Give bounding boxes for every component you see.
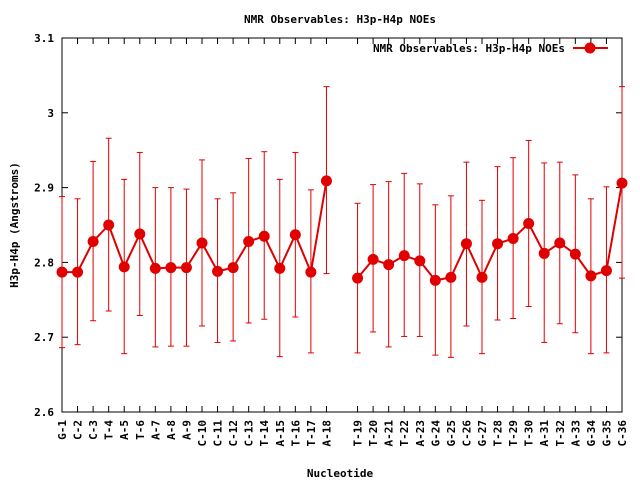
data-point	[103, 219, 115, 231]
data-point	[569, 248, 581, 260]
x-tick-label: G-35	[600, 420, 613, 447]
error-bars	[59, 86, 625, 358]
x-tick-label: C-26	[460, 420, 473, 447]
y-axis-label: H3p-H4p (Angstroms)	[8, 162, 21, 288]
data-point	[600, 265, 612, 277]
x-axis: G-1 C-2 C-3 T-4 A-5 T-6 A-7 A-8 A-9 C-10 C-11 C-12 C…	[56, 38, 629, 447]
plot-frame	[61, 37, 623, 413]
x-tick-label: G-25	[445, 420, 458, 447]
x-tick-label: G-27	[476, 420, 489, 447]
x-tick-label: T-28	[492, 420, 505, 447]
data-point	[476, 271, 488, 283]
x-tick-label: T-22	[398, 420, 411, 447]
x-tick-label: A-31	[538, 420, 551, 447]
x-tick-label: T-17	[305, 420, 318, 447]
x-tick-label: C-3	[87, 420, 100, 440]
data-point	[56, 266, 68, 278]
data-point	[585, 270, 597, 282]
y-axis: 2.6 2.7 2.8 2.9 3 3.1	[34, 32, 622, 419]
data-point	[507, 232, 519, 244]
data-point	[180, 262, 192, 274]
data-point	[243, 235, 255, 247]
x-tick-label: T-19	[352, 420, 365, 447]
x-tick-label: C-12	[227, 420, 240, 447]
series-line-segment	[356, 182, 623, 282]
data-point	[445, 271, 457, 283]
x-tick-label: C-13	[243, 420, 256, 447]
data-point	[134, 228, 146, 240]
series-line-segment	[62, 180, 328, 274]
x-tick-label: C-2	[72, 420, 85, 440]
y-tick-label: 2.7	[34, 331, 54, 344]
x-tick-label: C-11	[212, 420, 225, 447]
series-points	[56, 175, 628, 286]
x-tick-label: G-1	[56, 420, 69, 440]
data-point	[460, 238, 472, 250]
x-tick-label: A-18	[320, 420, 333, 447]
x-tick-label: A-7	[149, 420, 162, 440]
legend-marker	[584, 42, 596, 54]
x-tick-label: T-6	[134, 420, 147, 440]
x-tick-label: A-8	[165, 420, 178, 440]
x-tick-label: T-14	[258, 420, 271, 447]
data-point	[398, 250, 410, 262]
x-tick-label: G-24	[429, 420, 442, 447]
x-tick-label: T-32	[554, 420, 567, 447]
y-tick-label: 3	[47, 107, 54, 120]
data-point	[320, 175, 332, 187]
data-point	[352, 272, 364, 284]
x-tick-label: T-29	[507, 420, 520, 447]
x-tick-label: G-34	[585, 420, 598, 447]
x-tick-label: T-16	[289, 420, 302, 447]
data-point	[383, 259, 395, 271]
data-point	[87, 235, 99, 247]
data-point	[554, 237, 566, 249]
y-tick-label: 2.9	[34, 182, 54, 195]
x-tick-label: T-4	[103, 420, 116, 440]
data-point	[118, 261, 130, 273]
data-point	[212, 265, 224, 277]
x-axis-label: Nucleotide	[307, 467, 374, 480]
data-point	[367, 253, 379, 265]
data-point	[538, 247, 550, 259]
x-tick-label: A-21	[383, 420, 396, 447]
chart-title: NMR Observables: H3p-H4p NOEs	[244, 13, 436, 26]
data-point	[227, 262, 239, 274]
x-tick-label: A-5	[118, 420, 131, 440]
data-point	[616, 177, 628, 189]
y-tick-label: 2.6	[34, 406, 54, 419]
data-point	[258, 230, 270, 242]
x-tick-label: T-20	[367, 420, 380, 447]
data-point	[492, 238, 504, 250]
x-tick-label: C-36	[616, 420, 629, 447]
data-point	[196, 237, 208, 249]
x-tick-label: C-10	[196, 420, 209, 447]
data-point	[414, 255, 426, 267]
y-tick-label: 2.8	[34, 256, 54, 269]
data-point	[149, 262, 161, 274]
legend: NMR Observables: H3p-H4p NOEs	[373, 42, 608, 55]
x-tick-label: A-33	[569, 420, 582, 447]
y-tick-label: 3.1	[34, 32, 54, 45]
data-point	[523, 218, 535, 230]
data-point	[274, 262, 286, 274]
x-tick-label: A-9	[180, 420, 193, 440]
legend-label: NMR Observables: H3p-H4p NOEs	[373, 42, 565, 55]
data-point	[289, 229, 301, 241]
series-lines	[62, 180, 623, 282]
data-point	[72, 266, 84, 278]
x-tick-label: A-15	[274, 420, 287, 447]
x-tick-label: A-23	[414, 420, 427, 447]
data-point	[305, 266, 317, 278]
x-tick-label: T-30	[523, 420, 536, 447]
data-point	[165, 262, 177, 274]
data-point	[429, 274, 441, 286]
